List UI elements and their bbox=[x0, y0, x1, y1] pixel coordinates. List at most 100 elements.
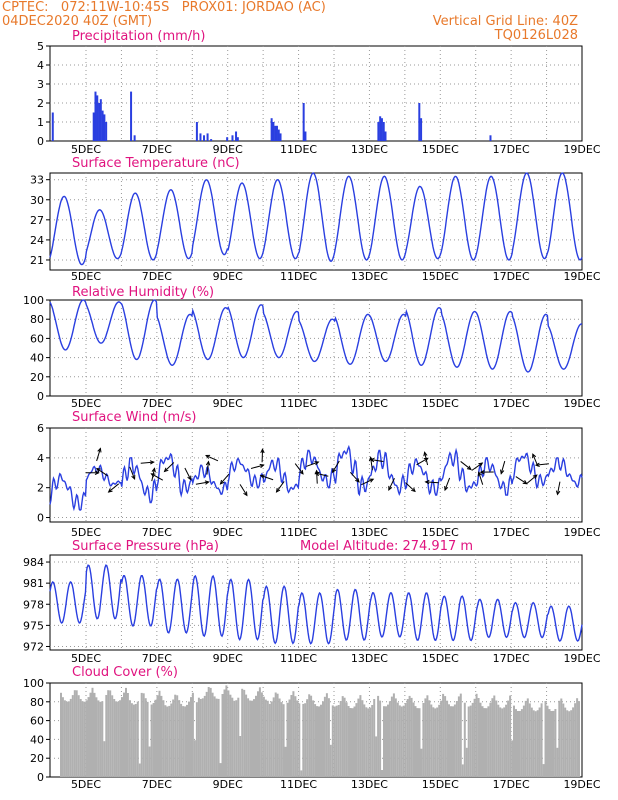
cloud-bar-196 bbox=[444, 696, 447, 777]
y-tick-label-0-0: 0 bbox=[37, 135, 44, 148]
cloud-bar-70 bbox=[195, 702, 198, 777]
cloud-bar-160 bbox=[373, 699, 376, 777]
y-tick-label-4-2: 978 bbox=[23, 598, 44, 611]
x-tick-label-1-6: 17DEC bbox=[493, 270, 530, 283]
cloud-bar-5 bbox=[67, 701, 70, 777]
panel-frame-4 bbox=[49, 554, 583, 651]
cloud-bar-217 bbox=[485, 708, 488, 777]
cloud-bar-45 bbox=[146, 701, 149, 777]
cloud-bar-126 bbox=[306, 699, 309, 777]
y-tick-label-2-5: 100 bbox=[23, 294, 44, 307]
wind-arrow-19 bbox=[294, 463, 304, 475]
x-tick-label-1-5: 15DEC bbox=[422, 270, 459, 283]
panel-subtitle-4: Model Altitude: 274.917 m bbox=[300, 539, 473, 554]
cloud-bar-94 bbox=[243, 689, 246, 777]
cloud-bar-145 bbox=[343, 697, 346, 777]
precip-bar-16 bbox=[226, 137, 229, 141]
x-tick-label-1-1: 7DEC bbox=[142, 270, 172, 283]
cloud-bar-184 bbox=[420, 748, 423, 777]
cloud-bar-233 bbox=[517, 711, 519, 777]
cloud-bar-172 bbox=[396, 702, 399, 777]
precip-bar-7 bbox=[103, 114, 106, 141]
wind-arrow-head-38 bbox=[500, 469, 505, 475]
cloud-bar-33 bbox=[123, 692, 125, 777]
precip-bar-35 bbox=[489, 135, 492, 141]
cloud-bar-43 bbox=[142, 693, 145, 777]
cloud-bar-28 bbox=[113, 699, 116, 777]
cloud-bar-147 bbox=[347, 706, 350, 777]
cloud-bar-223 bbox=[497, 704, 500, 777]
cloud-bar-210 bbox=[471, 702, 474, 777]
cloud-bar-52 bbox=[160, 695, 163, 777]
y-tick-label-1-3: 30 bbox=[30, 194, 44, 207]
wind-arrow-head-34 bbox=[466, 465, 472, 471]
cloud-bar-135 bbox=[323, 696, 326, 777]
y-tick-label-2-2: 40 bbox=[30, 352, 44, 365]
x-tick-label-5-4: 13DEC bbox=[351, 778, 388, 791]
cloud-bar-42 bbox=[140, 692, 143, 777]
wind-arrow-head-39 bbox=[522, 480, 528, 485]
cloud-bar-22 bbox=[101, 701, 104, 777]
cloud-bar-190 bbox=[432, 707, 435, 777]
cloud-bar-156 bbox=[365, 707, 368, 777]
cloud-bar-214 bbox=[479, 702, 482, 777]
cloud-bar-239 bbox=[528, 703, 531, 777]
cloud-bar-89 bbox=[233, 700, 236, 777]
cloud-bar-130 bbox=[314, 704, 317, 777]
x-tick-label-4-3: 11DEC bbox=[280, 652, 317, 665]
cloud-bar-79 bbox=[213, 696, 216, 777]
cloud-bar-253 bbox=[556, 747, 559, 777]
x-tick-label-2-1: 7DEC bbox=[142, 397, 172, 410]
wind-arrow-3 bbox=[108, 483, 119, 493]
cloud-bar-207 bbox=[465, 747, 468, 777]
wind-arrow-head-37 bbox=[479, 469, 485, 475]
cloud-bar-4 bbox=[65, 701, 68, 777]
cloud-bar-150 bbox=[353, 706, 356, 777]
cloud-bar-14 bbox=[85, 700, 88, 777]
header-line2-left: 04DEC2020 40Z (GMT) bbox=[2, 14, 153, 29]
cloud-bar-36 bbox=[128, 700, 131, 777]
cloud-bar-152 bbox=[357, 698, 360, 777]
cloud-bar-106 bbox=[266, 700, 269, 777]
wind-arrow-28 bbox=[388, 478, 395, 491]
cloud-bar-194 bbox=[440, 700, 443, 777]
y-tick-label-3-0: 0 bbox=[37, 512, 44, 525]
cloud-bar-77 bbox=[209, 687, 212, 777]
cloud-bar-220 bbox=[491, 698, 494, 777]
precip-bar-24 bbox=[277, 129, 280, 141]
x-tick-label-4-1: 7DEC bbox=[142, 652, 172, 665]
cloud-bar-257 bbox=[564, 707, 567, 777]
wind-arrow-head-18 bbox=[275, 487, 281, 493]
cloud-bar-107 bbox=[268, 703, 271, 777]
cloud-bar-65 bbox=[186, 704, 188, 777]
y-tick-label-5-4: 80 bbox=[30, 696, 44, 709]
cloud-bar-9 bbox=[75, 690, 78, 777]
cloud-bar-176 bbox=[404, 703, 407, 777]
wind-arrow-head-42 bbox=[534, 462, 540, 467]
panel-title-2: Relative Humidity (%) bbox=[72, 285, 214, 300]
panel-title-0: Precipitation (mm/h) bbox=[72, 29, 205, 44]
panel-title-1: Surface Temperature (nC) bbox=[72, 156, 240, 171]
cloud-bar-26 bbox=[109, 690, 112, 777]
cloud-bar-108 bbox=[270, 701, 273, 777]
x-tick-label-4-6: 17DEC bbox=[493, 652, 530, 665]
cloud-bar-56 bbox=[168, 705, 171, 777]
series-line-1 bbox=[49, 172, 583, 266]
wind-arrow-12 bbox=[205, 455, 219, 462]
cloud-bar-151 bbox=[355, 703, 358, 777]
precip-bar-20 bbox=[270, 118, 273, 141]
wind-arrow-head-16 bbox=[260, 448, 265, 454]
cloud-bar-121 bbox=[296, 700, 299, 777]
cloud-bar-125 bbox=[304, 703, 307, 777]
wind-arrow-head-1 bbox=[97, 447, 102, 453]
cloud-bar-50 bbox=[156, 695, 159, 777]
cloud-bar-3 bbox=[63, 700, 66, 777]
wind-arrow-head-32 bbox=[424, 479, 430, 485]
cloud-bar-218 bbox=[487, 706, 490, 777]
cloud-bar-170 bbox=[392, 693, 395, 777]
wind-arrow-32 bbox=[425, 481, 439, 484]
cloud-bar-146 bbox=[345, 702, 348, 777]
cloud-bar-73 bbox=[201, 698, 204, 777]
precip-bar-11 bbox=[195, 122, 198, 141]
cloud-bar-191 bbox=[434, 708, 437, 777]
